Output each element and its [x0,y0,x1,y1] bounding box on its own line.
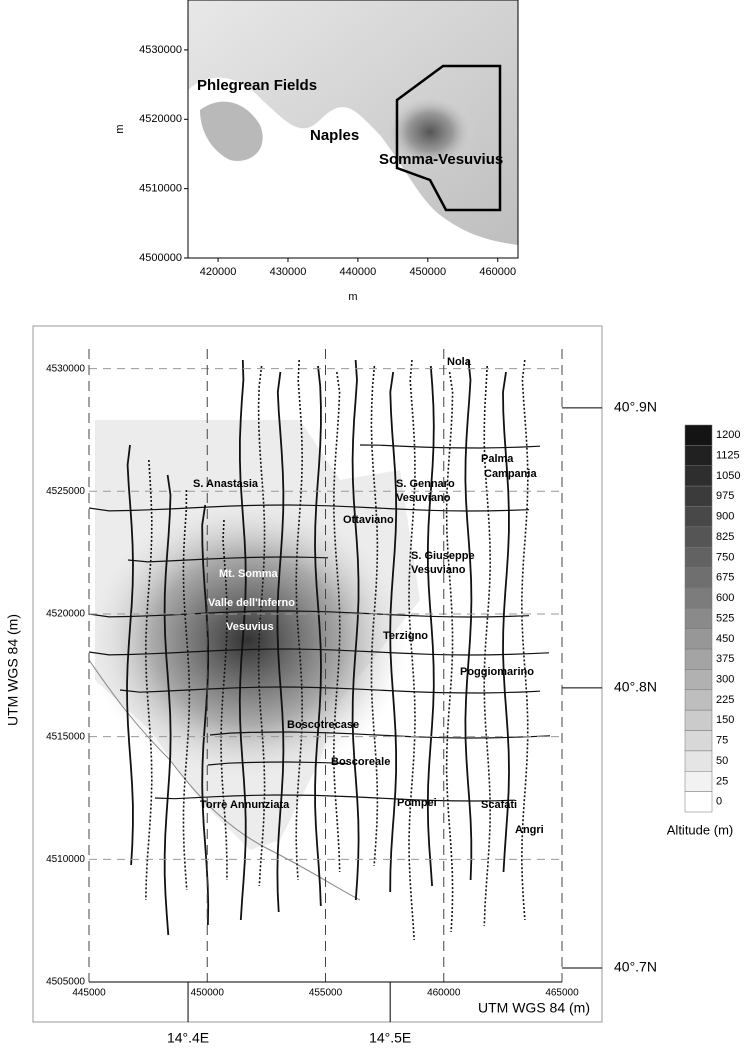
y-tick-label: 4525000 [46,486,85,497]
legend-label: 825 [716,531,734,543]
legend-label: 1125 [716,449,740,461]
legend-swatch [685,669,712,689]
legend-label: 225 [716,694,734,706]
legend-swatch [685,527,712,547]
legend-label: 525 [716,612,734,624]
legend-swatch [685,731,712,751]
place-label: S. Anastasia [193,478,259,490]
place-label: Valle dell'Inferno [208,597,295,609]
place-label: Vesuviano [396,492,451,504]
x-tick-label: 445000 [72,988,106,999]
place-label: Vesuviano [411,564,466,576]
legend-label: 1200 [716,429,740,441]
x-axis-label: UTM WGS 84 (m) [478,1000,590,1016]
legend-label: 600 [716,592,734,604]
y-tick-label: 4510000 [139,183,182,195]
x-tick-label: 420000 [200,266,237,278]
legend-label: 75 [716,735,728,747]
legend-swatch [685,792,712,812]
place-label: Ottaviano [343,514,394,526]
legend-swatch [685,445,712,465]
lat-label: 40°.8N [614,679,657,695]
place-label: Naples [310,127,359,144]
legend-label: 750 [716,551,734,563]
place-label: Boscotrecase [287,719,359,731]
legend-label: 375 [716,653,734,665]
detail-terrain [88,420,420,900]
place-label: Mt. Somma [219,568,279,580]
legend-label: 1050 [716,470,740,482]
legend-label: 975 [716,490,734,502]
legend-swatch [685,588,712,608]
x-tick-label: 460000 [479,266,516,278]
place-label: Boscoreale [331,756,390,768]
place-label: Phlegrean Fields [197,77,317,94]
lat-label: 40°.9N [614,399,657,415]
legend-swatch [685,751,712,771]
legend-swatch [685,547,712,567]
survey-line [484,366,490,926]
place-label: S. Giuseppe [411,550,475,562]
survey-line [465,360,471,880]
legend-label: 150 [716,714,734,726]
legend-label: 900 [716,511,734,523]
legend-label: 675 [716,572,734,584]
lat-label: 40°.7N [614,959,657,975]
x-tick-label: 450000 [409,266,446,278]
place-label: Pompei [397,797,437,809]
lon-label: 14°.4E [167,1030,209,1046]
legend-swatch [685,771,712,791]
y-axis-label: m [114,124,126,133]
place-label: Nola [447,356,472,368]
survey-line [522,360,528,920]
y-tick-label: 4510000 [46,854,85,865]
legend-swatch [685,486,712,506]
y-tick-label: 4530000 [46,363,85,374]
legend-label: 450 [716,633,734,645]
legend-swatch [685,425,712,445]
legend-swatch [685,649,712,669]
x-tick-label: 455000 [309,988,343,999]
place-label: Poggiomarino [460,666,534,678]
place-label: Scafati [481,799,517,811]
y-tick-label: 4500000 [139,252,182,264]
x-tick-label: 465000 [545,988,579,999]
x-tick-label: 430000 [270,266,307,278]
place-label: Angri [515,824,544,836]
place-label: Palma [481,453,514,465]
y-tick-label: 4520000 [139,113,182,125]
place-label: Somma-Vesuvius [379,151,503,168]
y-tick-label: 4505000 [46,977,85,988]
y-tick-label: 4515000 [46,731,85,742]
y-tick-label: 4520000 [46,609,85,620]
legend-swatch [685,466,712,486]
legend-label: 300 [716,674,734,686]
y-axis-label: UTM WGS 84 (m) [5,614,21,726]
legend-swatch [685,710,712,730]
x-tick-label: 450000 [191,988,225,999]
place-label: Campania [484,468,537,480]
y-tick-label: 4530000 [139,44,182,56]
legend-label: 25 [716,775,728,787]
survey-line [447,372,453,932]
legend-swatch [685,629,712,649]
legend-label: 50 [716,755,728,767]
legend-title: Altitude (m) [667,822,733,837]
x-tick-label: 460000 [427,988,461,999]
place-label: Torre Annunziata [200,799,290,811]
legend-swatch [685,506,712,526]
lon-label: 14°.5E [369,1030,411,1046]
legend-swatch [685,568,712,588]
place-label: S. Gennaro [396,478,455,490]
place-label: Vesuvius [226,621,274,633]
legend-swatch [685,690,712,710]
legend-label: 0 [716,796,722,808]
x-axis-label: m [348,291,357,303]
figure: 4200004300004400004500004600004500000451… [0,0,745,1049]
x-tick-label: 440000 [340,266,377,278]
place-label: Terzigno [383,630,428,642]
legend-swatch [685,608,712,628]
